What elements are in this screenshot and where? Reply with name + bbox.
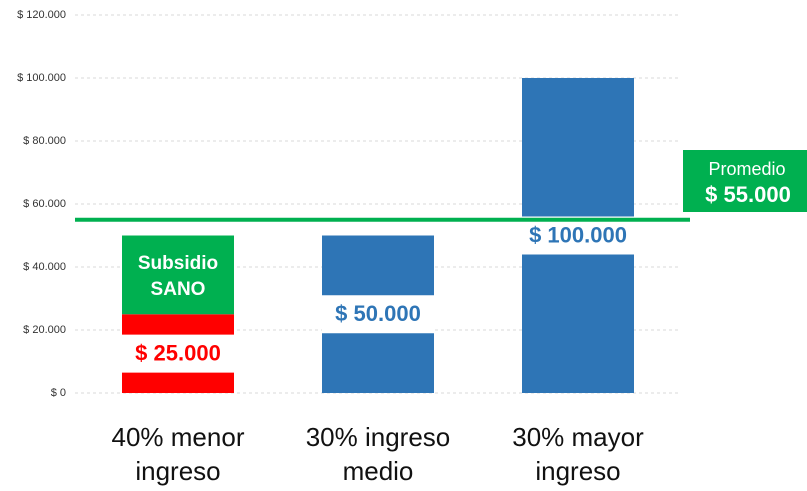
label-backing — [322, 295, 434, 334]
y-tick-label: $ 0 — [51, 387, 66, 399]
y-tick-label: $ 120.000 — [17, 9, 66, 21]
y-tick-label: $ 40.000 — [23, 261, 66, 273]
y-tick-label: $ 20.000 — [23, 324, 66, 336]
reference-value-label: $ 55.000 — [705, 182, 791, 207]
y-tick-label: $ 60.000 — [23, 198, 66, 210]
value-label: $ 50.000 — [335, 301, 421, 326]
value-label: $ 25.000 — [135, 340, 221, 365]
reference-label-box — [683, 150, 807, 212]
label-backing — [122, 334, 234, 373]
bar — [122, 235, 234, 315]
x-tick-label: 30% mayor ingreso — [512, 422, 644, 486]
segment-label: Subsidio SANO — [138, 253, 218, 300]
value-label: $ 100.000 — [529, 222, 627, 247]
y-tick-label: $ 80.000 — [23, 135, 66, 147]
x-tick-label: 40% menor ingreso — [112, 422, 245, 486]
label-backing — [522, 216, 634, 255]
x-tick-label: 30% ingreso medio — [306, 422, 451, 486]
reference-label: Promedio — [708, 159, 785, 179]
y-tick-label: $ 100.000 — [17, 72, 66, 84]
